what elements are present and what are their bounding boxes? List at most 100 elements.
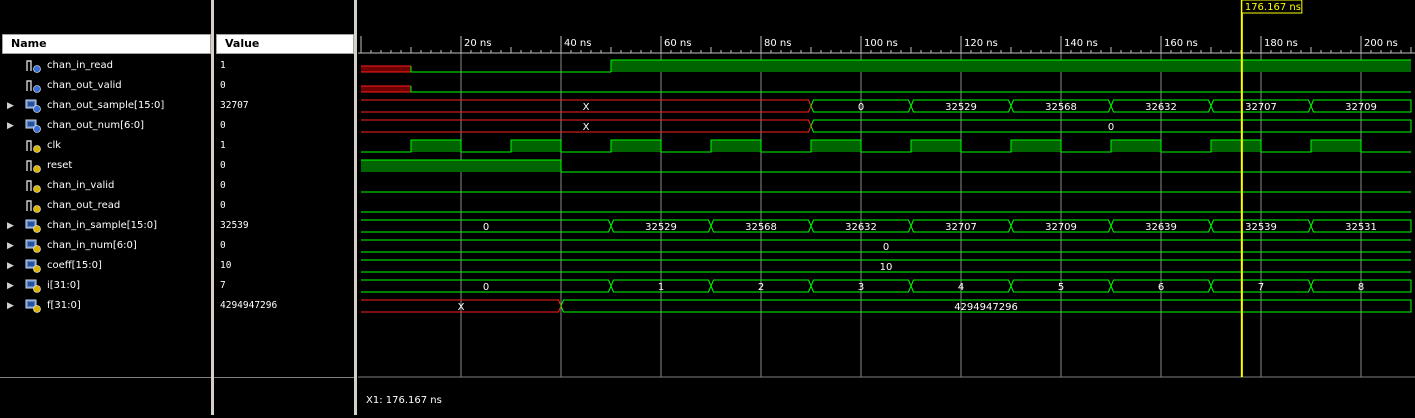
cursor-label-box	[1241, 0, 1303, 14]
expand-arrow-icon[interactable]: ▶	[7, 101, 14, 111]
signal-value-row[interactable]: 0	[214, 176, 354, 196]
signal-value-row[interactable]: 10	[214, 256, 354, 276]
signal-name: chan_in_valid	[47, 180, 115, 191]
signal-value-row[interactable]: 0	[214, 196, 354, 216]
signal-value-row[interactable]: 0	[214, 236, 354, 256]
bus-segment-value: 32632	[845, 222, 877, 233]
expand-arrow-icon[interactable]: ▶	[7, 241, 14, 251]
signal-name: f[31:0]	[47, 300, 81, 311]
signal-value-row[interactable]: 0	[214, 156, 354, 176]
clock-high-fill	[411, 140, 461, 152]
signal-row[interactable]: reset	[0, 156, 211, 176]
value-column-header[interactable]: Value	[216, 34, 354, 54]
signal-value-row[interactable]: 7	[214, 276, 354, 296]
ruler-tick-label: 160 ns	[1164, 38, 1198, 49]
wire-out-icon	[25, 59, 41, 73]
wire-in-icon	[25, 199, 41, 213]
waveform-pane[interactable]: 20 ns 40 ns 60 ns 80 ns 100 ns 120 ns 140 ns 16…	[358, 0, 1415, 415]
signal-value-row[interactable]: 0	[214, 76, 354, 96]
signal-row[interactable]: ▶ chan_in_sample[15:0]	[0, 216, 211, 236]
bus-segment-value: 5	[1058, 282, 1064, 293]
signal-value: 0	[220, 200, 226, 211]
clock-high-fill	[511, 140, 561, 152]
name-pane-footer-divider	[0, 377, 211, 378]
bus-segment-value: 4294947296	[954, 302, 1018, 313]
expand-arrow-icon[interactable]: ▶	[7, 281, 14, 291]
bus-segment-value: 32632	[1145, 102, 1177, 113]
signal-name: chan_in_num[6:0]	[47, 240, 137, 251]
signal-row[interactable]: chan_out_read	[0, 196, 211, 216]
clock-high-fill	[1211, 140, 1261, 152]
signal-row[interactable]: ▶ chan_out_num[6:0]	[0, 116, 211, 136]
ruler-tick-label: 200 ns	[1364, 38, 1398, 49]
signal-row[interactable]: chan_in_valid	[0, 176, 211, 196]
signal-value-row[interactable]: 32707	[214, 96, 354, 116]
signal-value-pane: Value 1 0 32707 0 1 0 0 0 32539 0 10 7 4294947296	[214, 0, 354, 415]
signal-value: 4294947296	[220, 300, 278, 311]
ruler-tick-label: 140 ns	[1064, 38, 1098, 49]
signal-row[interactable]: ▶ chan_out_sample[15:0]	[0, 96, 211, 116]
bus-segment	[1310, 99, 1412, 113]
bus-segment-value: 32539	[1245, 222, 1277, 233]
bus-segment-value: 32529	[645, 222, 677, 233]
signal-row[interactable]: chan_in_read	[0, 56, 211, 76]
clock-waveform	[361, 139, 1411, 153]
signal-value-row[interactable]: 0	[214, 116, 354, 136]
bus-segment-value: X	[583, 102, 590, 113]
undefined-fill	[361, 86, 411, 92]
bus-segment-value: 0	[858, 102, 864, 113]
signal-row[interactable]: ▶ i[31:0]	[0, 276, 211, 296]
signal-value: 0	[220, 120, 226, 131]
expand-arrow-icon[interactable]: ▶	[7, 301, 14, 311]
wire-out-icon	[25, 79, 41, 93]
signal-row[interactable]: ▶ f[31:0]	[0, 296, 211, 316]
value-pane-footer-divider	[214, 377, 354, 378]
bus-segment-value: 32707	[1245, 102, 1277, 113]
bus-in-icon	[25, 219, 41, 233]
bus-segment	[1310, 219, 1412, 233]
bus-segment-value: 0	[483, 282, 489, 293]
signal-name: i[31:0]	[47, 280, 81, 291]
expand-arrow-icon[interactable]: ▶	[7, 121, 14, 131]
bus-out-icon	[25, 119, 41, 133]
signal-value: 7	[220, 280, 226, 291]
signal-row[interactable]: ▶ chan_in_num[6:0]	[0, 236, 211, 256]
bus-segment	[560, 299, 1412, 313]
signal-value: 0	[220, 80, 226, 91]
undefined-fill	[361, 66, 411, 72]
signal-value-row[interactable]: 4294947296	[214, 296, 354, 316]
ruler-tick-label: 40 ns	[564, 38, 591, 49]
value-wave-splitter[interactable]	[354, 0, 357, 415]
clock-high-fill	[1311, 140, 1361, 152]
bus-segment-value: 32568	[745, 222, 777, 233]
signal-value: 32707	[220, 100, 249, 111]
bus-segment-value: 0	[483, 222, 489, 233]
bus-segment-value: 2	[758, 282, 764, 293]
signal-value-row[interactable]: 32539	[214, 216, 354, 236]
signal-row[interactable]: clk	[0, 136, 211, 156]
signal-value-row[interactable]: 1	[214, 136, 354, 156]
waveform-canvas[interactable]: 20 ns 40 ns 60 ns 80 ns 100 ns 120 ns 140 ns 16…	[358, 0, 1415, 415]
signal-row[interactable]: chan_out_valid	[0, 76, 211, 96]
expand-arrow-icon[interactable]: ▶	[7, 261, 14, 271]
bus-segment-value: 32709	[1345, 102, 1377, 113]
clock-high-fill	[911, 140, 961, 152]
clock-high-fill	[611, 140, 661, 152]
signal-name: chan_out_num[6:0]	[47, 120, 144, 131]
ruler-tick-label: 180 ns	[1264, 38, 1298, 49]
name-value-splitter[interactable]	[211, 0, 214, 415]
signal-row[interactable]: ▶ coeff[15:0]	[0, 256, 211, 276]
signal-name: reset	[47, 160, 73, 171]
clock-high-fill	[1011, 140, 1061, 152]
name-column-header[interactable]: Name	[2, 34, 211, 54]
signal-value: 32539	[220, 220, 249, 231]
signal-name-pane: Name chan_in_read chan_out_valid ▶ chan_out…	[0, 0, 211, 415]
expand-arrow-icon[interactable]: ▶	[7, 221, 14, 231]
signal-name: chan_out_sample[15:0]	[47, 100, 165, 111]
signal-value: 1	[220, 140, 226, 151]
bus-segment-value: 8	[1358, 282, 1364, 293]
bus-segment-value: 7	[1258, 282, 1264, 293]
signal-value-row[interactable]: 1	[214, 56, 354, 76]
signal-value: 0	[220, 180, 226, 191]
bus-segment-value: 10	[880, 262, 893, 273]
